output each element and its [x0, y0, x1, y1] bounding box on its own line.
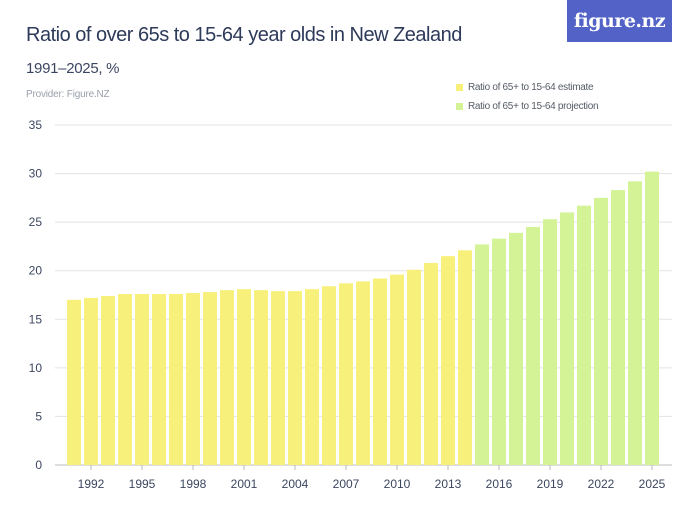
bar-2013 [441, 256, 455, 465]
y-tick-label: 20 [29, 264, 43, 278]
bar-2024 [628, 181, 642, 466]
bar-2006 [322, 286, 336, 465]
bar-2003 [271, 291, 285, 465]
chart-title: Ratio of over 65s to 15-64 year olds in … [26, 24, 462, 46]
bar-2021 [577, 205, 591, 465]
legend-swatch-estimate [456, 84, 463, 91]
bar-1992 [84, 297, 98, 465]
y-tick-label: 15 [29, 312, 43, 326]
x-tick-label: 2004 [282, 477, 309, 491]
bar-2005 [305, 289, 319, 465]
y-tick-label: 5 [35, 409, 42, 423]
bar-1993 [101, 295, 115, 465]
bar-2007 [339, 283, 353, 465]
legend-item-projection: Ratio of 65+ to 15-64 projection [456, 101, 599, 112]
provider-label: Provider: Figure.NZ [26, 89, 110, 100]
x-tick-label: 2022 [588, 477, 615, 491]
bar-1994 [118, 294, 132, 465]
y-tick-label: 35 [29, 118, 43, 132]
x-tick-label: 2010 [384, 477, 411, 491]
x-tick-label: 2001 [231, 477, 258, 491]
bar-2016 [492, 238, 506, 465]
y-tick-label: 30 [29, 167, 43, 181]
bar-1996 [152, 294, 166, 465]
bar-2000 [220, 290, 234, 465]
legend-label-projection: Ratio of 65+ to 15-64 projection [468, 101, 599, 112]
bar-2010 [390, 274, 404, 465]
bar-2008 [356, 281, 370, 465]
bar-2025 [645, 171, 659, 465]
x-tick-label: 1995 [129, 477, 156, 491]
figure-nz-logo[interactable]: figure.nz [567, 0, 672, 42]
chart-subtitle: 1991–2025, % [26, 60, 120, 77]
legend-item-estimate: Ratio of 65+ to 15-64 estimate [456, 82, 594, 93]
bar-2018 [526, 227, 540, 465]
y-tick-label: 0 [35, 458, 42, 472]
bar-2020 [560, 212, 574, 465]
bar-2014 [458, 250, 472, 465]
y-tick-label: 25 [29, 215, 43, 229]
bar-2019 [543, 219, 557, 465]
bar-1998 [186, 293, 200, 465]
bar-2002 [254, 290, 268, 465]
bar-1997 [169, 294, 183, 465]
x-tick-label: 1998 [180, 477, 207, 491]
bar-2009 [373, 278, 387, 465]
bar-1995 [135, 294, 149, 465]
bar-2001 [237, 289, 251, 465]
bar-2012 [424, 262, 438, 465]
bar-2022 [594, 197, 608, 465]
bar-2015 [475, 244, 489, 465]
x-tick-label: 2019 [537, 477, 564, 491]
x-tick-label: 2013 [435, 477, 462, 491]
bar-2023 [611, 190, 625, 466]
y-tick-label: 10 [29, 361, 43, 375]
bar-2017 [509, 232, 523, 465]
bar-1991 [67, 299, 81, 465]
legend-label-estimate: Ratio of 65+ to 15-64 estimate [468, 82, 594, 93]
x-tick-label: 2016 [486, 477, 513, 491]
x-tick-label: 2007 [333, 477, 360, 491]
bar-1999 [203, 292, 217, 465]
legend-swatch-projection [456, 103, 463, 110]
x-tick-label: 1992 [78, 477, 105, 491]
bar-2011 [407, 269, 421, 465]
bar-2004 [288, 291, 302, 465]
x-tick-label: 2025 [639, 477, 666, 491]
